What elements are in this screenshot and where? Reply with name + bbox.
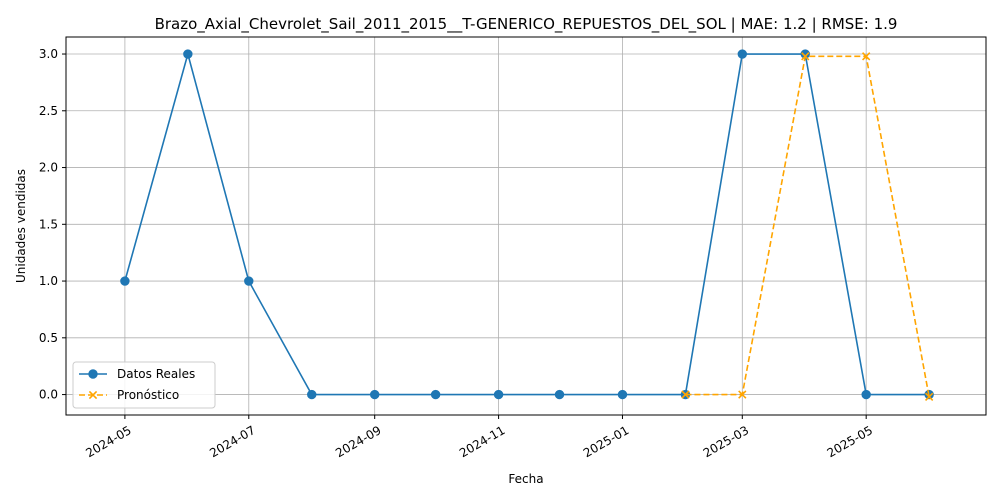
legend-box (72, 361, 216, 409)
legend-swatch-marker (88, 369, 98, 379)
data-point (924, 392, 934, 402)
y-tick-label: 2.0 (39, 161, 58, 175)
x-tick-label: 2024-07 (207, 423, 257, 460)
y-tick-label: 3.0 (39, 47, 58, 61)
y-tick-label: 1.0 (39, 274, 58, 288)
legend-label: Pronóstico (117, 388, 179, 402)
data-point (617, 389, 628, 400)
data-point (244, 276, 254, 286)
series-actual (120, 49, 934, 400)
y-tick-label: 0.0 (39, 388, 58, 402)
chart-title: Brazo_Axial_Chevrolet_Sail_2011_2015__T-… (155, 15, 898, 34)
legend-swatch-marker (88, 390, 98, 400)
data-point (369, 389, 380, 400)
y-axis-label: Unidades vendidas (14, 169, 28, 283)
series-layer (120, 49, 934, 402)
x-tick-label: 2024-11 (457, 423, 507, 460)
data-point (861, 389, 871, 400)
data-point (801, 52, 810, 61)
data-point (493, 389, 504, 400)
x-tick-label: 2025-03 (701, 423, 751, 460)
x-tick-label: 2025-01 (581, 423, 631, 460)
series-line (124, 50, 930, 396)
grid (66, 37, 986, 415)
y-tick-label: 1.5 (39, 217, 58, 231)
data-point (120, 276, 130, 286)
x-tick-label: 2025-05 (825, 423, 875, 460)
data-point (738, 390, 747, 399)
data-point (737, 49, 747, 59)
legend-label: Datos Reales (117, 367, 195, 381)
data-point (554, 389, 565, 400)
x-tick-label: 2024-05 (83, 423, 133, 460)
plot-frame (65, 36, 987, 416)
y-tick-label: 0.5 (39, 331, 58, 345)
data-point (430, 389, 441, 400)
x-tick-label: 2024-09 (333, 423, 383, 460)
x-axis-label: Fecha (508, 472, 543, 486)
data-point (183, 49, 193, 59)
y-tick-label: 2.5 (39, 104, 58, 118)
data-point (681, 390, 690, 399)
series-forecast (681, 52, 934, 402)
data-point (862, 52, 871, 61)
data-point (307, 389, 317, 400)
series-line (685, 55, 930, 397)
legend: Datos Reales Pronóstico (72, 361, 216, 409)
